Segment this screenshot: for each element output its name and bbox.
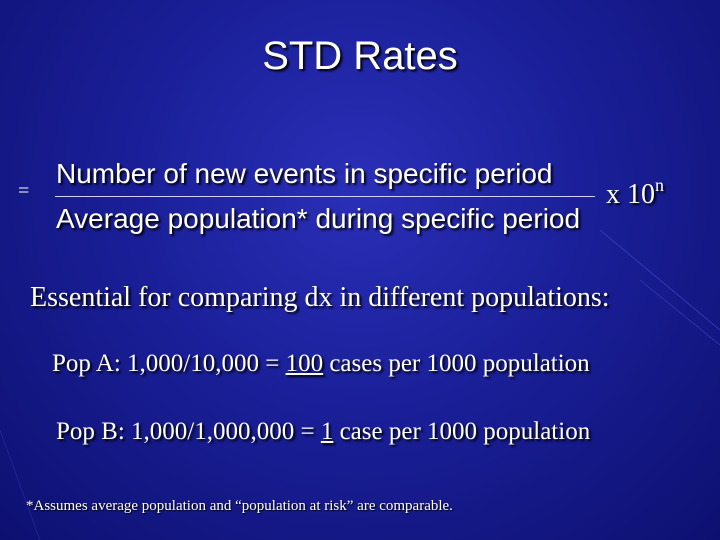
formula-multiplier: x 10n [606, 175, 664, 211]
pop-b-value: 1 [320, 418, 334, 445]
pop-b-suffix: case per 1000 population [333, 418, 591, 445]
multiplier-base: x 10 [606, 179, 655, 210]
pop-a-prefix: Pop A: 1,000/10,000 = [52, 350, 286, 377]
multiplier-exponent: n [655, 175, 664, 195]
formula-numerator: Number of new events in specific period [56, 158, 553, 189]
pop-a-value: 100 [285, 350, 324, 377]
pop-b-line: Pop B: 1,000/1,000,000 = 1 case per 1000… [56, 418, 590, 446]
pop-b-prefix: Pop B: 1,000/1,000,000 = [56, 418, 321, 445]
footnote: *Assumes average population and “populat… [26, 498, 453, 514]
pop-a-suffix: cases per 1000 population [323, 350, 590, 377]
equals-sign: = [18, 180, 30, 202]
pop-a-line: Pop A: 1,000/10,000 = 100 cases per 1000… [52, 350, 590, 378]
slide-title: STD Rates [262, 34, 458, 78]
fraction-line [55, 196, 595, 197]
essential-statement: Essential for comparing dx in different … [30, 282, 610, 313]
formula-denominator: Average population* during specific peri… [56, 203, 581, 234]
